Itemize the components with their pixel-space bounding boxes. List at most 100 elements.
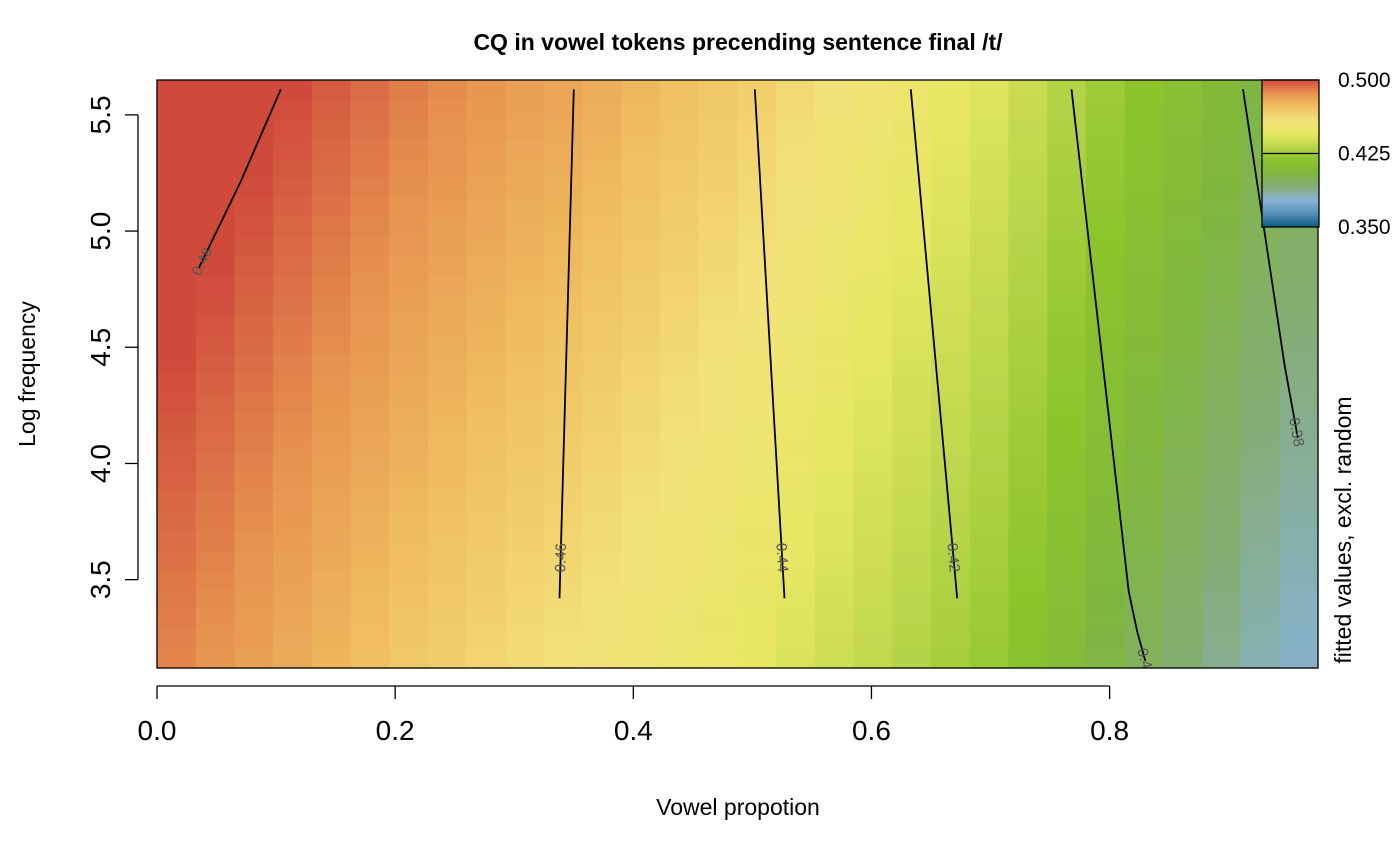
heatmap-cell [698, 99, 739, 120]
heatmap-cell [853, 511, 893, 532]
heatmap-cell [311, 197, 352, 218]
heatmap-cell [389, 197, 429, 218]
heatmap-cell [776, 589, 816, 610]
heatmap-cell [969, 217, 1009, 238]
heatmap-cell [234, 589, 274, 610]
heatmap-cell [1047, 99, 1087, 120]
heatmap-cell [931, 530, 971, 551]
heatmap-cell [157, 80, 197, 101]
heatmap-cell [350, 178, 390, 199]
heatmap-cell [311, 138, 352, 159]
heatmap-cell [505, 472, 545, 493]
heatmap-cell [737, 491, 777, 512]
heatmap-cell [1201, 550, 1242, 571]
x-tick-label: 0.4 [614, 715, 653, 746]
heatmap-cell [1279, 628, 1319, 649]
heatmap-cell [157, 236, 197, 257]
heatmap-cell [1008, 197, 1048, 218]
heatmap-cell [931, 158, 971, 179]
heatmap-cell [350, 550, 390, 571]
heatmap-cell [1201, 138, 1242, 159]
heatmap-cell [273, 354, 313, 375]
heatmap-cell [969, 374, 1009, 395]
heatmap-cell [892, 609, 932, 630]
heatmap-cell [1008, 393, 1048, 414]
heatmap-cell [737, 236, 777, 257]
heatmap-cell [892, 570, 932, 591]
heatmap-cell [311, 432, 352, 453]
heatmap-cell [1047, 609, 1087, 630]
heatmap-cell [931, 276, 971, 297]
heatmap-cell [698, 609, 739, 630]
heatmap-cell [621, 276, 661, 297]
heatmap-cell [544, 295, 584, 316]
heatmap-cell [1008, 99, 1048, 120]
heatmap-cell [1124, 197, 1164, 218]
heatmap-cell [195, 374, 235, 395]
heatmap-cell [1279, 236, 1319, 257]
heatmap-cell [1240, 570, 1280, 591]
heatmap-cell [853, 99, 893, 120]
heatmap-cell [157, 472, 197, 493]
heatmap-cell [1163, 413, 1203, 434]
heatmap-cell [1124, 315, 1164, 336]
heatmap-cell [621, 295, 661, 316]
heatmap-cell [427, 178, 468, 199]
heatmap-cell [427, 295, 468, 316]
heatmap-cell [1124, 393, 1164, 414]
heatmap-cell [698, 217, 739, 238]
heatmap-cell [621, 315, 661, 336]
heatmap-cell [853, 393, 893, 414]
heatmap-cell [389, 570, 429, 591]
heatmap-cell [1240, 628, 1280, 649]
heatmap-cell [776, 276, 816, 297]
heatmap-cell [1085, 138, 1126, 159]
heatmap-cell [1008, 648, 1048, 669]
heatmap-cell [931, 354, 971, 375]
heatmap-cell [892, 530, 932, 551]
heatmap-cell [737, 648, 777, 669]
heatmap-cell [814, 217, 855, 238]
heatmap-cell [1163, 589, 1203, 610]
heatmap-cell [776, 197, 816, 218]
heatmap-cell [776, 472, 816, 493]
heatmap-cell [698, 491, 739, 512]
heatmap-cell [427, 138, 468, 159]
heatmap-cell [389, 295, 429, 316]
heatmap-cell [698, 511, 739, 532]
heatmap-cell [505, 432, 545, 453]
heatmap-cell [234, 158, 274, 179]
heatmap-cell [466, 374, 506, 395]
heatmap-cell [1240, 354, 1280, 375]
heatmap-cell [698, 648, 739, 669]
heatmap-cell [853, 138, 893, 159]
heatmap-cell [1047, 413, 1087, 434]
heatmap-cell [1124, 589, 1164, 610]
heatmap-cell [1047, 334, 1087, 355]
heatmap-cell [505, 354, 545, 375]
heatmap-cell [621, 99, 661, 120]
heatmap-cell [737, 374, 777, 395]
heatmap-cell [660, 393, 700, 414]
heatmap-cell [892, 393, 932, 414]
heatmap-cell [621, 570, 661, 591]
heatmap-cell [1124, 452, 1164, 473]
heatmap-cell [350, 334, 390, 355]
heatmap-cell [544, 589, 584, 610]
heatmap-cell [157, 256, 197, 277]
heatmap-cell [621, 393, 661, 414]
heatmap-cell [1163, 472, 1203, 493]
heatmap-cell [389, 511, 429, 532]
heatmap-cell [1008, 315, 1048, 336]
heatmap-cell [1124, 511, 1164, 532]
heatmap-cell [814, 236, 855, 257]
heatmap-cell [350, 628, 390, 649]
heatmap-cell [427, 276, 468, 297]
heatmap-cell [969, 432, 1009, 453]
heatmap-cell [1008, 138, 1048, 159]
heatmap-cell [389, 374, 429, 395]
heatmap-cell [157, 354, 197, 375]
heatmap-cell [389, 334, 429, 355]
heatmap-cell [660, 472, 700, 493]
heatmap-cell [737, 393, 777, 414]
